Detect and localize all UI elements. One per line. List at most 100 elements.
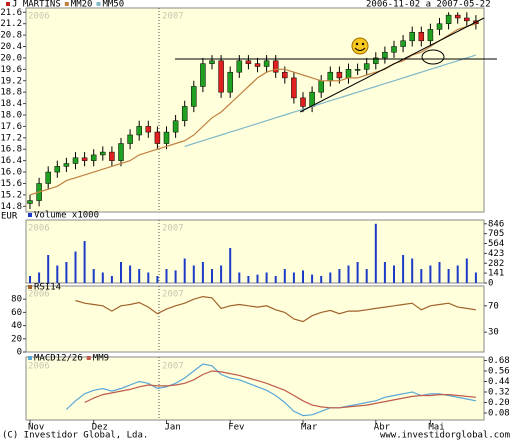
volume-bar: [365, 269, 368, 283]
year-label: 2006: [28, 224, 50, 234]
y-unit: EUR: [1, 212, 18, 222]
volume-bar: [256, 274, 259, 283]
y-tick-label: 423: [488, 249, 504, 259]
y-tick-label: 0.56: [488, 367, 510, 377]
y-tick-label: 0.68: [488, 356, 510, 366]
series-line: [65, 363, 477, 417]
volume-bar: [374, 223, 377, 283]
candle-body: [336, 71, 343, 79]
y-tick-label: 705: [488, 229, 504, 239]
candle-body: [436, 23, 443, 30]
y-tick-label: 564: [488, 239, 504, 249]
y-tick-label: 846: [488, 219, 504, 229]
smiley: [351, 37, 369, 55]
volume-bar: [65, 262, 68, 283]
candle-body: [427, 29, 434, 42]
year-label: 2006: [28, 362, 50, 372]
candle-body: [373, 57, 379, 64]
candle-body: [72, 157, 79, 164]
y-tick-label: 20.4: [0, 42, 22, 52]
rsi-panel: [25, 285, 485, 353]
candle-body: [300, 97, 306, 107]
volume-bar: [247, 276, 250, 283]
y-tick-label: 21.6: [0, 8, 22, 18]
y-tick-label: 20.0: [0, 53, 22, 63]
series-line: [84, 370, 476, 409]
candle-body: [445, 14, 452, 24]
year-label: 2007: [162, 362, 184, 372]
candle-body: [154, 131, 161, 144]
volume-bar: [220, 265, 223, 283]
volume-bar: [447, 269, 450, 283]
price-panel: [25, 7, 485, 213]
date-range: 2006-11-02 a 2007-05-22: [366, 0, 491, 10]
y-tick-label: 20.8: [0, 31, 22, 41]
volume-bar: [192, 265, 195, 283]
volume-bar: [29, 276, 31, 283]
volume-bar: [211, 269, 213, 283]
legend-swatch: [6, 2, 10, 6]
y-tick-label: 80: [11, 295, 22, 305]
year-label: 2007: [162, 290, 184, 300]
candle-body: [181, 106, 188, 121]
candle-body: [454, 14, 461, 19]
y-tick-label: 0.32: [488, 388, 510, 398]
candle-body: [209, 60, 215, 64]
volume-bar: [438, 262, 441, 283]
legend-label: MACD12/26: [34, 354, 83, 364]
volume-bar: [38, 272, 41, 283]
volume-bar: [129, 265, 132, 283]
x-tick-label: Jan: [165, 423, 181, 433]
volume-bar: [110, 276, 113, 283]
y-tick-label: 16.8: [0, 145, 22, 155]
y-tick-label: 70: [488, 301, 499, 311]
y-tick-label: 282: [488, 259, 504, 269]
candle-body: [254, 63, 261, 67]
macd-panel: [25, 356, 485, 421]
volume-bar: [402, 255, 405, 283]
candle-body: [200, 63, 206, 87]
volume-bar: [201, 262, 204, 283]
y-tick-label: 17.6: [0, 122, 22, 132]
volume-bar: [456, 265, 459, 283]
legend-swatch: [28, 213, 32, 217]
volume-bar: [120, 262, 122, 283]
y-tick-label: 0.20: [488, 398, 510, 408]
volume-bar: [393, 265, 395, 283]
volume-bar: [147, 272, 150, 283]
annotations: [175, 17, 497, 113]
volume-bar: [183, 258, 186, 283]
candle-body: [145, 126, 152, 133]
volume-bar: [420, 269, 423, 283]
candle-body: [418, 32, 425, 42]
candle-body: [236, 60, 243, 73]
year-label: 2007: [162, 12, 184, 22]
candle-body: [382, 51, 388, 59]
candle-body: [90, 154, 97, 161]
legend-label: RSI14: [34, 283, 61, 293]
volume-bar: [265, 272, 268, 283]
y-tick-label: 30: [488, 328, 499, 338]
y-tick-label: 40: [11, 321, 22, 331]
volume-bar: [411, 258, 414, 283]
y-tick-label: 15.6: [0, 179, 22, 189]
volume-bar: [338, 269, 341, 283]
volume-bar: [165, 269, 168, 283]
candle-body: [318, 80, 324, 93]
y-tick-label: 14.8: [0, 202, 22, 212]
x-tick-label: Mar: [301, 423, 318, 433]
legend-swatch: [86, 356, 91, 360]
y-tick-label: 15.2: [0, 190, 22, 200]
candle-body: [172, 120, 179, 133]
candle-body: [136, 126, 142, 136]
y-tick-label: 19.6: [0, 65, 22, 75]
candle-body: [354, 69, 361, 71]
volume-bar: [283, 269, 286, 283]
volume-bar: [74, 251, 77, 283]
y-tick-label: 0.08: [488, 409, 510, 419]
x-tick-label: Abr: [374, 423, 391, 433]
x-tick-label: Dez: [92, 423, 108, 433]
candle-body: [400, 40, 406, 47]
y-tick-label: 16.0: [0, 168, 22, 178]
y-tick-label: 0: [488, 279, 493, 289]
